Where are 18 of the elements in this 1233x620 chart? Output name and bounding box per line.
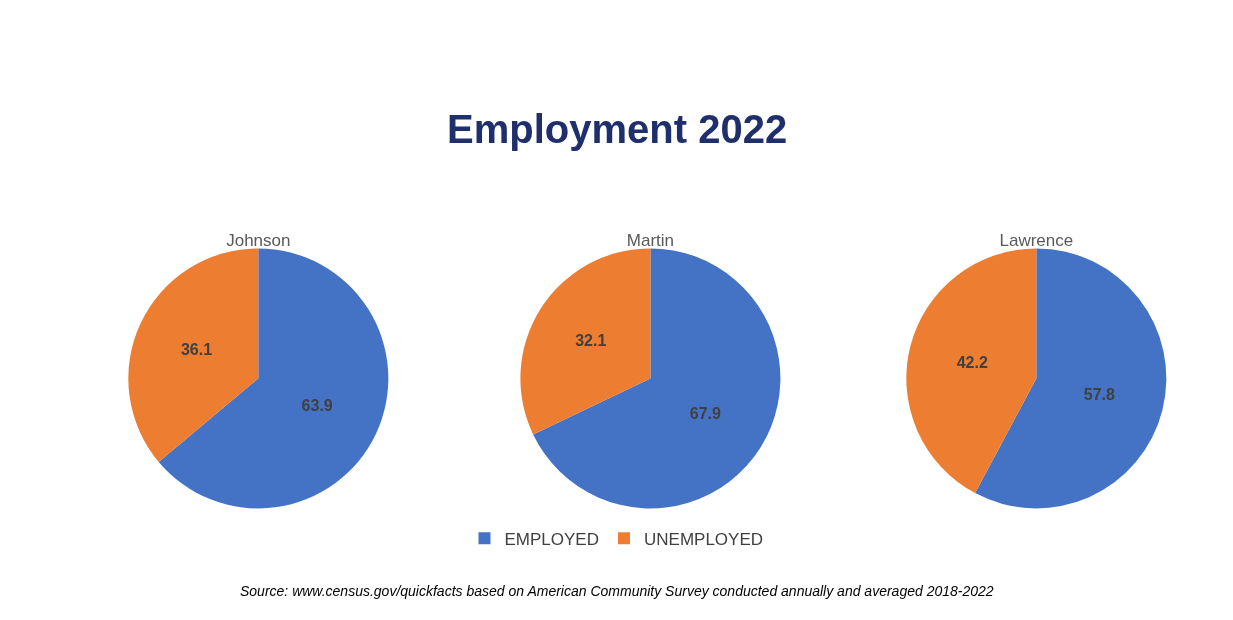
source-note: Source: www.census.gov/quickfacts based on American Community Survey conducted annually and averaged 2018-2022 — [240, 583, 994, 599]
pie-slice — [906, 248, 1037, 494]
data-label: 42.2 — [956, 353, 988, 371]
data-label: 57.8 — [1083, 385, 1116, 403]
pie-slice — [128, 248, 259, 462]
chart-title: Martin — [626, 231, 675, 251]
chart-title: Lawrence — [999, 231, 1074, 251]
legend-label: UNEMPLOYED — [643, 529, 764, 549]
pie-slice — [520, 248, 651, 435]
data-label: 32.1 — [575, 332, 607, 350]
chart-title: Johnson — [226, 231, 291, 251]
data-label: 63.9 — [301, 397, 333, 415]
legend-label: EMPLOYED — [504, 529, 599, 549]
text: Employment 2022 — [447, 107, 788, 151]
pie-slice — [158, 248, 389, 509]
pie-slice — [533, 248, 781, 509]
data-label: 36.1 — [180, 341, 213, 359]
data-label: 67.9 — [689, 404, 722, 422]
